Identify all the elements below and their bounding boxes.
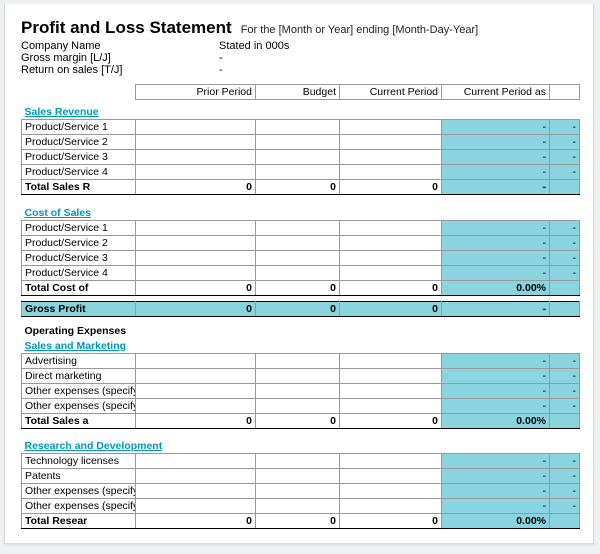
table-row[interactable]: Other expenses (specify)-- bbox=[22, 499, 580, 514]
company-label: Company Name bbox=[21, 40, 219, 52]
table-row[interactable]: Product/Service 3-- bbox=[22, 250, 580, 265]
return-on-sales-label: Return on sales [T/J] bbox=[21, 64, 219, 76]
col-budget: Budget bbox=[256, 85, 340, 100]
col-extra bbox=[550, 85, 580, 100]
table-row[interactable]: Other expenses (specify)-- bbox=[22, 383, 580, 398]
table-row[interactable]: Direct marketing-- bbox=[22, 368, 580, 383]
section-sales-revenue: Sales Revenue bbox=[22, 100, 580, 120]
section-research-development: Research and Development bbox=[22, 434, 580, 454]
table-row[interactable]: Other expenses (specify)-- bbox=[22, 484, 580, 499]
col-current: Current Period bbox=[340, 85, 442, 100]
table-row[interactable]: Product/Service 1-- bbox=[22, 120, 580, 135]
gross-margin-value: - bbox=[219, 52, 223, 64]
col-current-as: Current Period as bbox=[442, 85, 550, 100]
section-operating-expenses: Operating Expenses bbox=[22, 316, 580, 338]
total-research-development: Total Resear0000.00% bbox=[22, 514, 580, 529]
table-row[interactable]: Product/Service 2-- bbox=[22, 135, 580, 150]
table-row[interactable]: Product/Service 3-- bbox=[22, 150, 580, 165]
table-row[interactable]: Patents-- bbox=[22, 469, 580, 484]
spreadsheet-document: Profit and Loss Statement For the [Month… bbox=[4, 4, 594, 544]
table-row[interactable]: Advertising-- bbox=[22, 353, 580, 368]
table-row[interactable]: Other expenses (specify)-- bbox=[22, 398, 580, 413]
header-block: Profit and Loss Statement For the [Month… bbox=[21, 18, 581, 76]
total-sales-marketing: Total Sales a0000.00% bbox=[22, 413, 580, 428]
gross-margin-label: Gross margin [L/J] bbox=[21, 52, 219, 64]
table-row[interactable]: Product/Service 4-- bbox=[22, 265, 580, 280]
page-title: Profit and Loss Statement bbox=[21, 18, 232, 38]
col-prior: Prior Period bbox=[136, 85, 256, 100]
pl-table: Prior Period Budget Current Period Curre… bbox=[21, 84, 580, 529]
section-cost-of-sales: Cost of Sales bbox=[22, 201, 580, 221]
return-on-sales-value: - bbox=[219, 64, 223, 76]
gross-profit-row: Gross Profit000- bbox=[22, 301, 580, 316]
total-cost-of-sales: Total Cost of0000.00% bbox=[22, 280, 580, 295]
page-subtitle: For the [Month or Year] ending [Month-Da… bbox=[241, 24, 478, 36]
col-blank bbox=[22, 85, 136, 100]
table-row[interactable]: Product/Service 4-- bbox=[22, 165, 580, 180]
table-row[interactable]: Product/Service 2-- bbox=[22, 235, 580, 250]
section-sales-marketing: Sales and Marketing bbox=[22, 338, 580, 354]
table-row[interactable]: Product/Service 1-- bbox=[22, 220, 580, 235]
column-headers: Prior Period Budget Current Period Curre… bbox=[22, 85, 580, 100]
company-value: Stated in 000s bbox=[219, 40, 289, 52]
table-row[interactable]: Technology licenses-- bbox=[22, 454, 580, 469]
total-sales-revenue: Total Sales R000- bbox=[22, 180, 580, 195]
